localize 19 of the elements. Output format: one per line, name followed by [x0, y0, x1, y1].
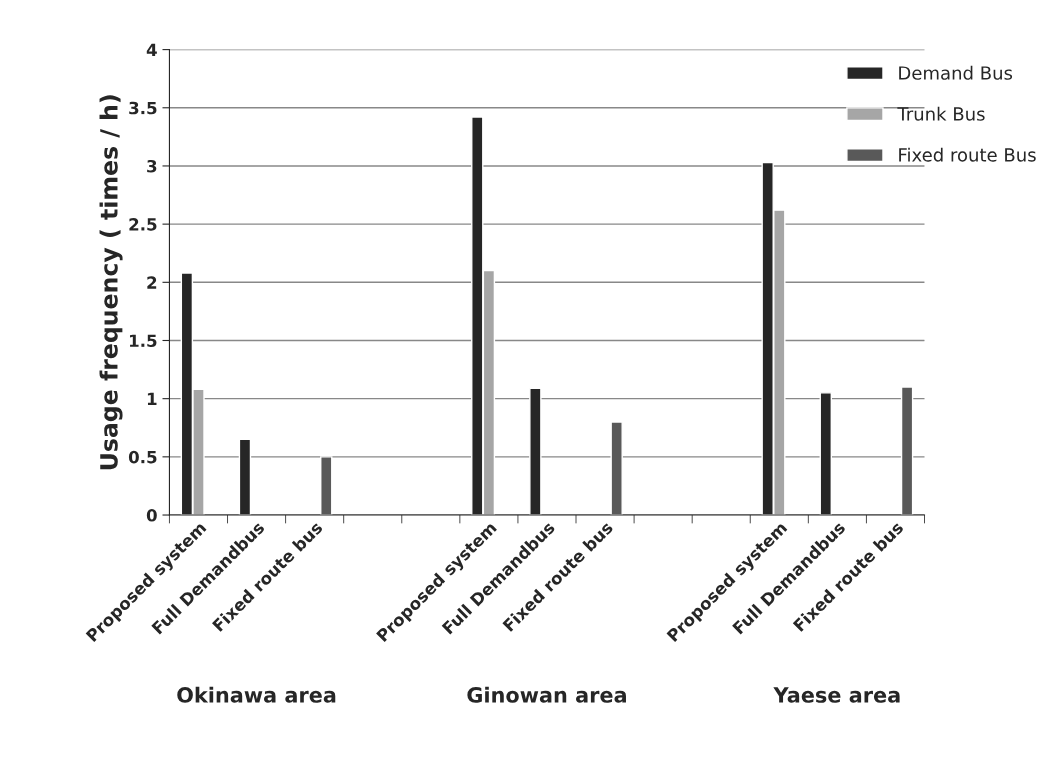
y-tick-label: 2 [147, 276, 157, 289]
bar [610, 421, 623, 516]
legend-label: Fixed route Bus [899, 147, 1036, 162]
text: Yaese area [773, 687, 900, 703]
y-tick-label: 2.5 [129, 218, 157, 231]
y-tick-label: 1 [147, 392, 157, 405]
y-tick-label: 3.5 [129, 101, 157, 115]
y-axis-title: Usage frequency ( times / h) [99, 95, 123, 470]
legend-label: Demand Bus [899, 65, 1013, 80]
bar [320, 456, 333, 516]
y-tick-label: 3 [147, 159, 157, 173]
text: Okinawa area [177, 686, 336, 703]
y-tick-label: 0 [146, 508, 157, 522]
y-tick-label: 4 [146, 43, 157, 56]
text: Ginowan area [467, 686, 626, 703]
y-tick-label: 1.5 [129, 334, 157, 348]
bar [900, 386, 914, 516]
y-tick-label: 0.5 [128, 450, 157, 464]
legend-label: Trunk Bus [897, 106, 985, 121]
